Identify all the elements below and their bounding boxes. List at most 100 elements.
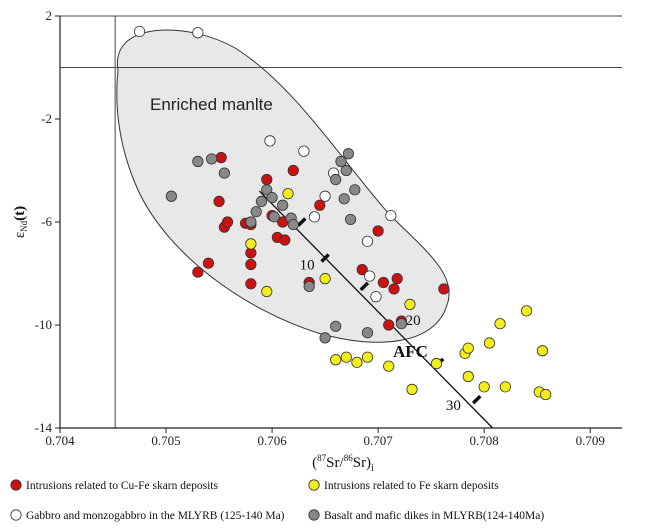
legend-entry: Gabbro and monzogabbro in the MLYRB (125… xyxy=(26,510,285,522)
data-point xyxy=(540,388,552,401)
x-tick-label: 0.706 xyxy=(257,433,287,448)
data-point xyxy=(330,320,342,332)
data-point xyxy=(438,283,450,295)
data-point xyxy=(133,25,146,38)
x-tick-label: 0.707 xyxy=(363,433,393,448)
data-point xyxy=(319,273,331,285)
data-point xyxy=(261,173,273,186)
data-point xyxy=(245,238,257,250)
legend: Intrusions related to Cu-Fe skarn deposi… xyxy=(10,479,544,522)
data-point xyxy=(319,190,331,202)
y-tick-label: 2 xyxy=(46,8,53,23)
afc-tick-mark xyxy=(471,394,482,405)
y-tick-label: -6 xyxy=(41,214,52,229)
data-point xyxy=(404,298,416,310)
data-point xyxy=(282,188,294,200)
data-point xyxy=(349,184,361,196)
y-tick-label: -2 xyxy=(41,111,52,126)
data-point xyxy=(192,27,204,39)
data-point xyxy=(377,276,390,289)
data-point xyxy=(340,351,352,363)
region-outline xyxy=(116,29,450,343)
data-point xyxy=(335,155,347,168)
data-point xyxy=(287,218,299,231)
data-point xyxy=(192,155,204,168)
data-point xyxy=(245,278,257,290)
data-point xyxy=(520,305,533,317)
data-point xyxy=(277,199,289,211)
x-tick-label: 0.708 xyxy=(470,433,499,448)
data-point xyxy=(330,354,342,366)
afc-tick-label: 20 xyxy=(406,313,421,329)
data-points xyxy=(133,25,552,401)
data-point xyxy=(364,270,376,282)
afc-tick-mark xyxy=(320,253,330,263)
data-point xyxy=(340,164,352,177)
data-point xyxy=(536,345,549,357)
data-point xyxy=(314,199,326,211)
data-point xyxy=(462,370,474,383)
legend-marker xyxy=(10,479,22,491)
x-axis-title: (87Sr/86Sr)i xyxy=(312,453,374,474)
data-point xyxy=(245,216,257,228)
data-point xyxy=(308,211,321,223)
data-point xyxy=(391,273,403,285)
legend-entry: Basalt and mafic dikes in MLYRB(124-140M… xyxy=(324,510,544,522)
data-point xyxy=(279,234,291,246)
data-point xyxy=(303,280,315,292)
data-point xyxy=(255,195,268,207)
data-point xyxy=(206,153,218,165)
afc-trend-line xyxy=(258,190,494,429)
data-point xyxy=(202,257,215,269)
afc-trend: 10 20 30 xyxy=(258,190,494,429)
afc-tick-mark xyxy=(359,281,370,292)
data-point xyxy=(385,209,397,222)
data-point xyxy=(213,195,225,207)
data-point xyxy=(383,319,395,331)
region-label: Enriched manlte xyxy=(150,95,273,114)
data-point xyxy=(361,351,374,363)
data-point xyxy=(261,184,273,196)
data-point xyxy=(406,383,418,395)
data-point xyxy=(218,167,230,179)
data-point xyxy=(494,318,506,330)
data-point xyxy=(370,291,382,303)
data-point xyxy=(165,190,177,202)
data-point xyxy=(268,211,280,223)
data-point xyxy=(478,381,490,393)
data-point xyxy=(372,225,384,237)
data-point xyxy=(287,164,299,177)
afc-tick-label: 30 xyxy=(446,398,461,414)
legend-marker xyxy=(308,509,320,521)
data-point xyxy=(499,381,511,393)
data-point xyxy=(361,327,374,339)
x-tick-label: 0.704 xyxy=(45,433,75,448)
legend-entry: Intrusions related to Fe skarn deposits xyxy=(324,480,499,492)
afc-label: AFC xyxy=(393,342,428,361)
data-point xyxy=(388,283,400,295)
data-point xyxy=(462,342,474,354)
y-tick-label: -10 xyxy=(35,317,52,332)
data-point xyxy=(361,235,374,247)
y-tick-label: -14 xyxy=(35,420,53,435)
data-point xyxy=(351,356,363,368)
data-point xyxy=(342,148,355,160)
legend-entry: Intrusions related to Cu-Fe skarn deposi… xyxy=(26,480,218,492)
data-point xyxy=(245,258,257,271)
data-point xyxy=(330,173,342,186)
axes: 0.704 0.705 0.706 0.707 0.708 0.709 -14 -10 -6 -2… xyxy=(35,8,622,448)
x-tick-label: 0.709 xyxy=(576,433,605,448)
enriched-mantle-region xyxy=(116,29,450,343)
afc-tick-mark xyxy=(296,217,307,227)
data-point xyxy=(338,193,350,205)
data-point xyxy=(356,264,368,276)
data-point xyxy=(192,266,204,278)
data-point xyxy=(483,337,496,349)
data-point xyxy=(221,216,234,228)
data-point xyxy=(395,318,408,330)
data-point xyxy=(215,152,227,164)
data-point xyxy=(430,358,443,370)
data-point xyxy=(266,191,278,204)
data-point xyxy=(261,285,273,298)
